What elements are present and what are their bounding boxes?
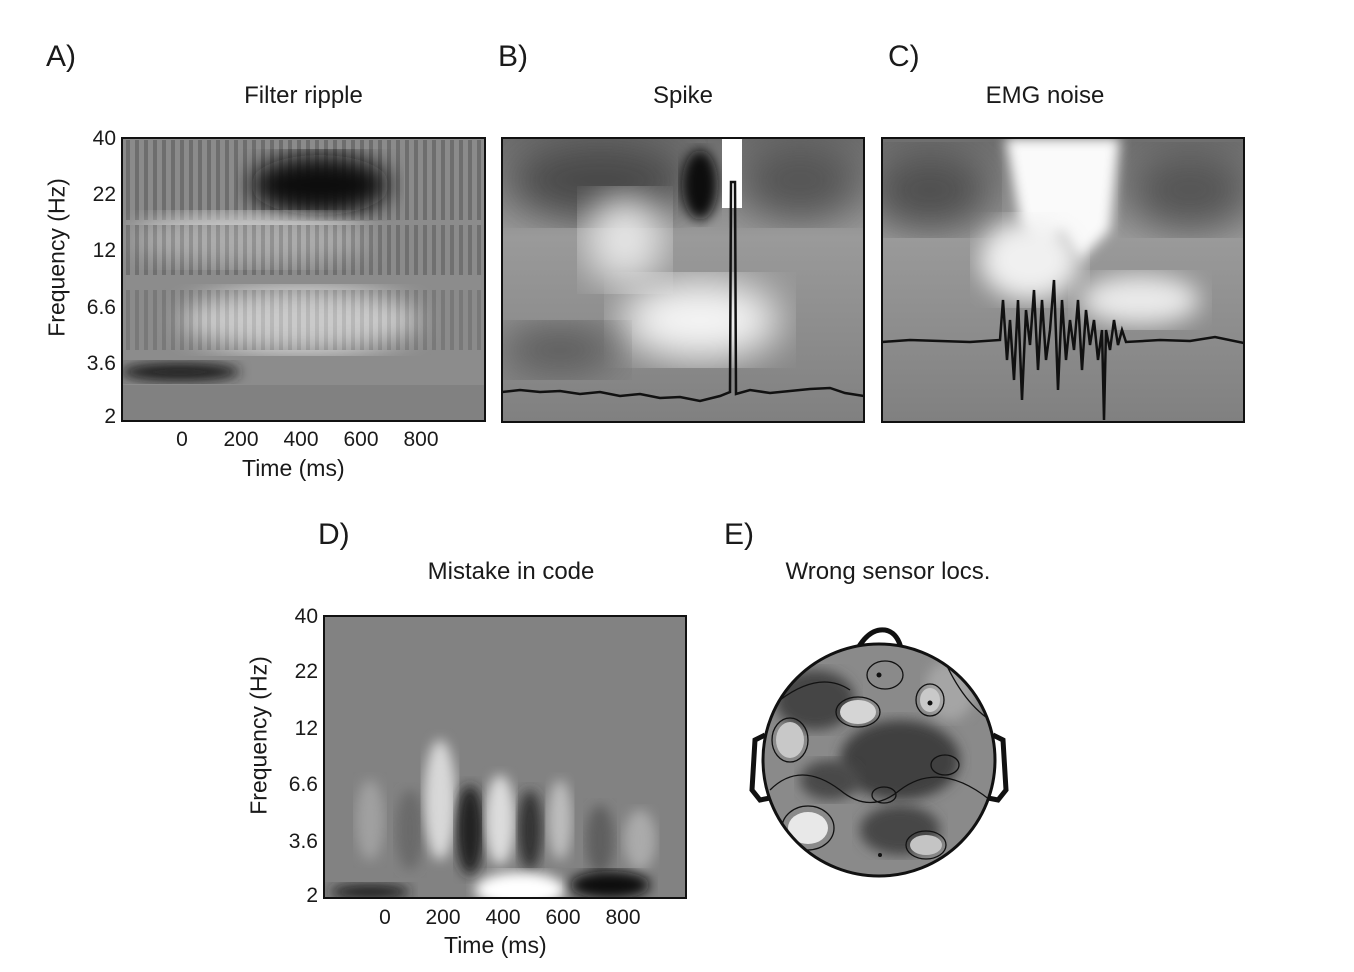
ytick-a: 40: [92, 127, 116, 150]
panel-letter-a: A): [46, 40, 76, 73]
panel-title-c: EMG noise: [985, 82, 1105, 109]
trace-b: [502, 180, 864, 403]
panel-letter-e: E): [724, 518, 754, 551]
plot-frame-b: [501, 137, 865, 423]
ytick-a: 6.6: [86, 296, 116, 319]
panel-title-e: Wrong sensor locs.: [785, 558, 991, 585]
xtick-a: 400: [283, 428, 319, 451]
ytick-a: 22: [92, 183, 116, 206]
ytick-d: 2: [306, 884, 318, 907]
heatmap-d: [324, 616, 686, 898]
plot-frame-a: [121, 137, 486, 422]
xtick-d: 200: [425, 906, 461, 929]
xtick-d: 600: [545, 906, 581, 929]
panel-title-d: Mistake in code: [427, 558, 595, 585]
ytick-d: 22: [294, 660, 318, 683]
topoplot-e: [749, 627, 1009, 878]
panel-title-b: Spike: [652, 82, 714, 109]
ytick-d: 3.6: [288, 830, 318, 853]
xtick-a: 800: [403, 428, 439, 451]
nose: [855, 627, 905, 653]
xtick-a: 600: [343, 428, 379, 451]
panel-letter-c: C): [888, 40, 920, 73]
ylabel-a: Frequency (Hz): [43, 178, 70, 337]
ytick-a: 12: [92, 239, 116, 262]
heatmap-b: [502, 138, 864, 422]
ytick-d: 12: [294, 717, 318, 740]
heatmap-a: [122, 138, 485, 421]
trace-c: [882, 279, 1244, 421]
xtick-a: 0: [176, 428, 188, 451]
panel-letter-d: D): [318, 518, 350, 551]
plot-frame-c: [881, 137, 1245, 423]
right-ear: [987, 732, 1009, 803]
ytick-a: 3.6: [86, 352, 116, 375]
ytick-a: 2: [104, 405, 116, 428]
left-ear: [749, 732, 771, 803]
xtick-d: 0: [379, 906, 391, 929]
xtick-d: 400: [485, 906, 521, 929]
panel-letter-b: B): [498, 40, 528, 73]
xlabel-d: Time (ms): [444, 932, 547, 958]
heatmap-c: [882, 138, 1244, 422]
ylabel-d: Frequency (Hz): [245, 656, 272, 815]
xtick-d: 800: [605, 906, 641, 929]
ytick-d: 40: [294, 605, 318, 628]
plot-frame-d: [323, 615, 687, 899]
xlabel-a: Time (ms): [242, 455, 345, 481]
ytick-d: 6.6: [288, 773, 318, 796]
head-outline: [761, 642, 997, 878]
xtick-a: 200: [223, 428, 259, 451]
panel-title-a: Filter ripple: [244, 82, 363, 109]
